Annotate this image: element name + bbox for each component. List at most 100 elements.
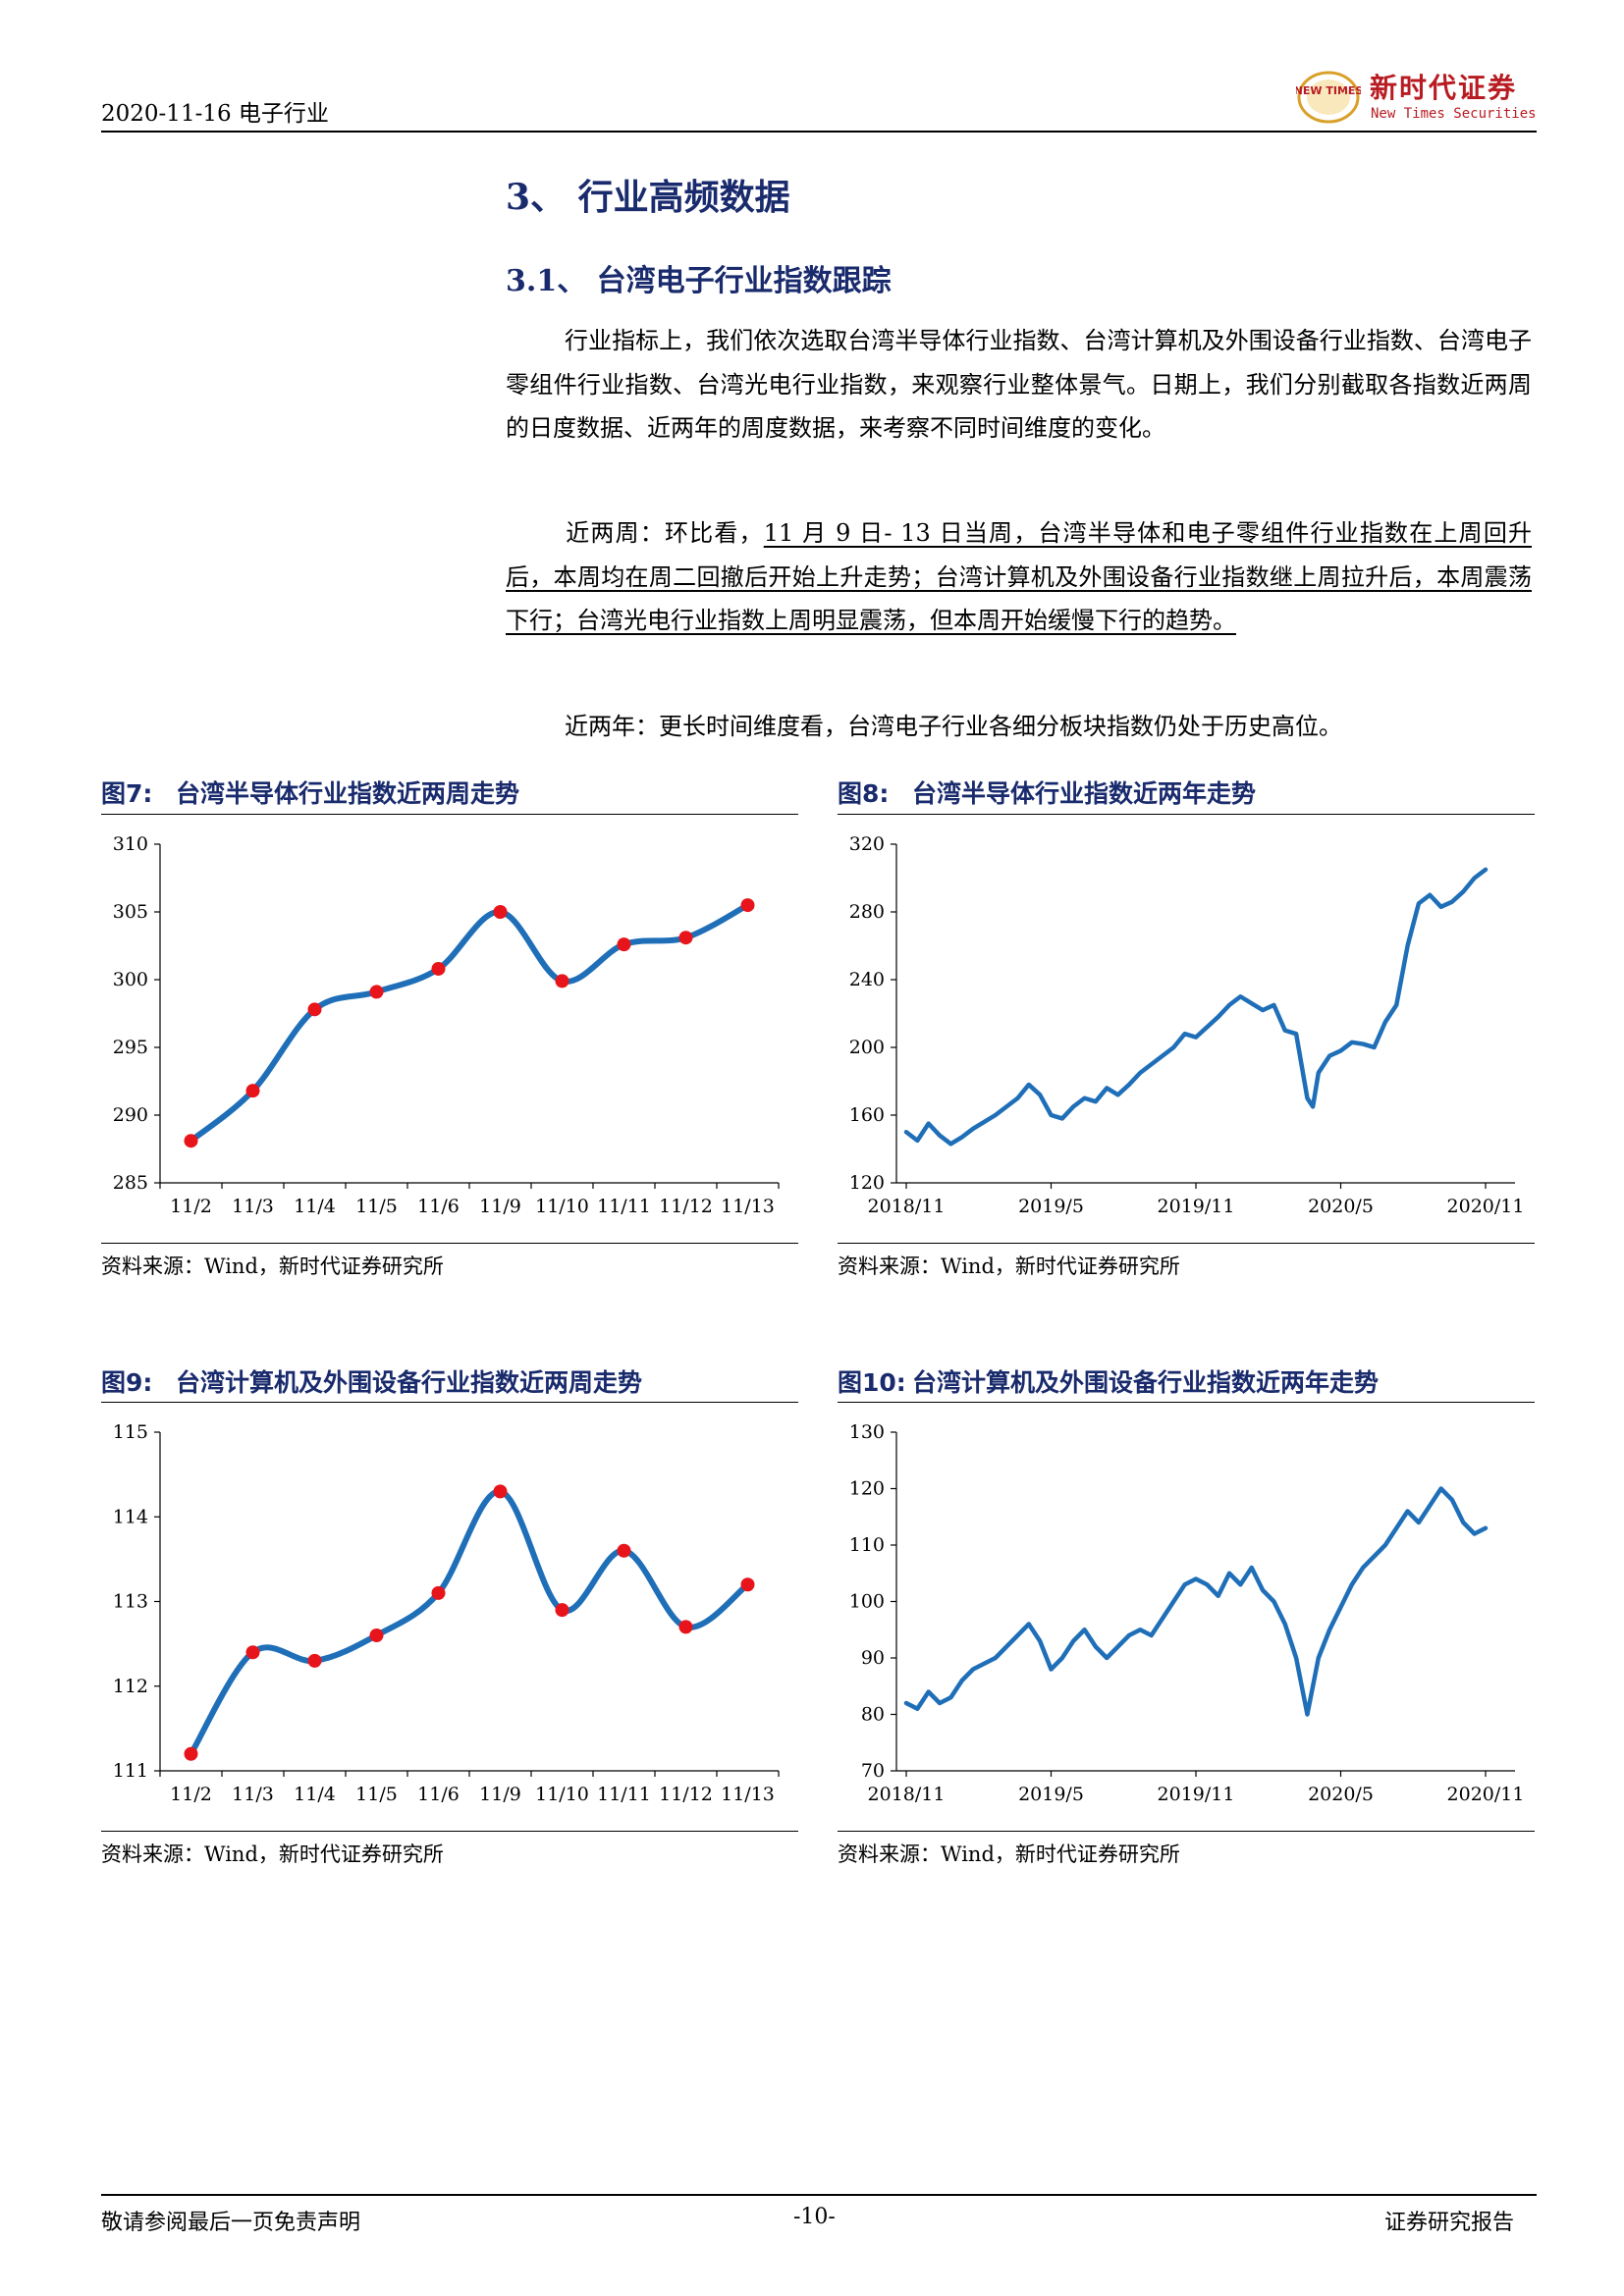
figure-7-rule (101, 814, 798, 815)
figure-8-title: 图8: 台湾半导体行业指数近两年走势 (838, 774, 1256, 810)
x-tick-label: 11/4 (294, 1196, 336, 1217)
x-tick-label: 11/9 (479, 1196, 521, 1217)
x-tick-label: 2020/5 (1308, 1784, 1374, 1805)
series-line (903, 867, 1489, 1147)
data-point (245, 1645, 260, 1660)
data-point (740, 898, 755, 913)
x-tick-label: 11/10 (535, 1196, 589, 1217)
x-tick-label: 2020/11 (1447, 1196, 1525, 1217)
data-point (555, 974, 569, 988)
y-tick-label: 110 (849, 1534, 885, 1556)
logo-mark-text: NEW TIMES (1296, 84, 1361, 97)
figure-10-chart: 70 80 90 100 110 120 130 2018/11 2019/5 2019/11 20… (849, 1421, 1525, 1805)
figure-9-source: 资料来源：Wind，新时代证券研究所 (101, 1842, 444, 1866)
y-tick-label: 160 (849, 1104, 885, 1126)
figure-10-source: 资料来源：Wind，新时代证券研究所 (838, 1842, 1180, 1866)
data-point (307, 1653, 322, 1668)
data-point (184, 1134, 198, 1148)
company-logo-icon: NEW TIMES (1296, 71, 1361, 124)
figure-10-rule (838, 1402, 1535, 1403)
data-point (617, 937, 631, 952)
figure-8-caption: 台湾半导体行业指数近两年走势 (912, 779, 1257, 808)
figure-9-chart: 111 112 113 114 115 11/2 11/3 11/4 11/5 11/6 11/9 1… (113, 1421, 780, 1805)
figure-10-bottom-rule (838, 1831, 1535, 1832)
y-tick-label: 90 (861, 1647, 885, 1669)
y-tick-label: 130 (849, 1421, 885, 1443)
x-tick-label: 2019/5 (1018, 1784, 1084, 1805)
data-point (493, 1484, 508, 1499)
logo-english-name: New Times Securities (1371, 106, 1537, 122)
y-tick-label: 120 (849, 1478, 885, 1500)
y-tick-label: 100 (849, 1591, 885, 1613)
footer-disclaimer: 敬请参阅最后一页免责声明 (101, 2211, 361, 2235)
paragraph-two-years-text: 近两年：更长时间维度看，台湾电子行业各细分板块指数仍处于历史高位。 (565, 713, 1342, 740)
data-point (307, 1002, 322, 1017)
y-tick-label: 320 (849, 833, 885, 855)
x-tick-label: 11/13 (721, 1784, 775, 1805)
data-point (431, 1585, 446, 1600)
subsection-heading: 3.1、 台湾电子行业指数跟踪 (506, 264, 892, 298)
figure-9-bottom-rule (101, 1831, 798, 1832)
x-tick-label: 11/13 (721, 1196, 775, 1217)
y-tick-label: 240 (849, 969, 885, 990)
data-point (678, 1620, 693, 1634)
data-point (493, 905, 508, 919)
x-tick-label: 2020/11 (1447, 1784, 1525, 1805)
x-tick-label: 2018/11 (868, 1784, 946, 1805)
y-tick-label: 120 (849, 1172, 885, 1194)
figure-8-chart: 120 160 200 240 280 320 2018/11 2019/5 2019/11 20… (849, 833, 1525, 1217)
y-tick-label: 112 (113, 1676, 148, 1697)
figure-8-bottom-rule (838, 1243, 1535, 1244)
x-tick-label: 2020/5 (1308, 1196, 1374, 1217)
page-number: -10- (793, 2205, 836, 2229)
x-tick-label: 11/2 (170, 1784, 212, 1805)
figure-7-number: 图7: (101, 779, 153, 808)
figure-7-source: 资料来源：Wind，新时代证券研究所 (101, 1255, 444, 1278)
header-rule (101, 131, 1537, 133)
y-tick-label: 70 (861, 1760, 885, 1782)
figure-7-bottom-rule (101, 1243, 798, 1244)
series-line (188, 902, 751, 1145)
x-tick-label: 11/12 (659, 1784, 713, 1805)
data-point (369, 985, 384, 999)
paragraph-indicators-text: 行业指标上，我们依次选取台湾半导体行业指数、台湾计算机及外围设备行业指数、台湾电… (506, 327, 1532, 442)
x-tick-label: 2018/11 (868, 1196, 946, 1217)
series-line (903, 1486, 1489, 1717)
x-tick-label: 11/3 (232, 1784, 274, 1805)
data-point (369, 1629, 384, 1642)
y-tick-label: 305 (113, 901, 148, 923)
figure-8-source: 资料来源：Wind，新时代证券研究所 (838, 1255, 1180, 1278)
paragraph-two-years: 近两年：更长时间维度看，台湾电子行业各细分板块指数仍处于历史高位。 (506, 705, 1532, 749)
paragraph-two-weeks-lead: 近两周：环比看， (565, 519, 764, 547)
x-tick-label: 2019/5 (1018, 1196, 1084, 1217)
data-point (184, 1746, 198, 1761)
figure-8-number: 图8: (838, 779, 890, 808)
x-tick-label: 11/6 (417, 1784, 460, 1805)
y-tick-label: 114 (113, 1506, 148, 1527)
figure-9-rule (101, 1402, 798, 1403)
y-tick-label: 295 (113, 1037, 148, 1058)
figure-7-chart: 285 290 295 300 305 310 11/2 11/3 11/4 11/5 11/6 11… (113, 833, 780, 1217)
logo-chinese-name: 新时代证券 (1370, 72, 1518, 104)
y-tick-label: 280 (849, 901, 885, 923)
footer-rule (101, 2194, 1537, 2196)
figure-7-caption: 台湾半导体行业指数近两周走势 (176, 779, 520, 808)
figure-9-caption: 台湾计算机及外围设备行业指数近两周走势 (176, 1368, 643, 1397)
x-tick-label: 11/5 (355, 1784, 398, 1805)
figure-10-title: 图10: 台湾计算机及外围设备行业指数近两年走势 (838, 1363, 1379, 1399)
figure-9-title: 图9: 台湾计算机及外围设备行业指数近两周走势 (101, 1363, 642, 1399)
y-tick-label: 285 (113, 1172, 148, 1194)
paragraph-indicators: 行业指标上，我们依次选取台湾半导体行业指数、台湾计算机及外围设备行业指数、台湾电… (506, 319, 1532, 451)
x-tick-label: 11/4 (294, 1784, 336, 1805)
section-heading: 3、 行业高频数据 (506, 177, 790, 218)
x-tick-label: 11/11 (597, 1784, 651, 1805)
y-tick-label: 300 (113, 969, 148, 990)
figure-10-number: 图10: (838, 1368, 906, 1397)
figure-10-caption: 台湾计算机及外围设备行业指数近两年走势 (912, 1368, 1380, 1397)
y-tick-label: 310 (113, 833, 148, 855)
x-tick-label: 11/2 (170, 1196, 212, 1217)
x-tick-label: 11/12 (659, 1196, 713, 1217)
figure-8-rule (838, 814, 1535, 815)
footer-report-type: 证券研究报告 (1384, 2211, 1515, 2235)
x-tick-label: 11/5 (355, 1196, 398, 1217)
